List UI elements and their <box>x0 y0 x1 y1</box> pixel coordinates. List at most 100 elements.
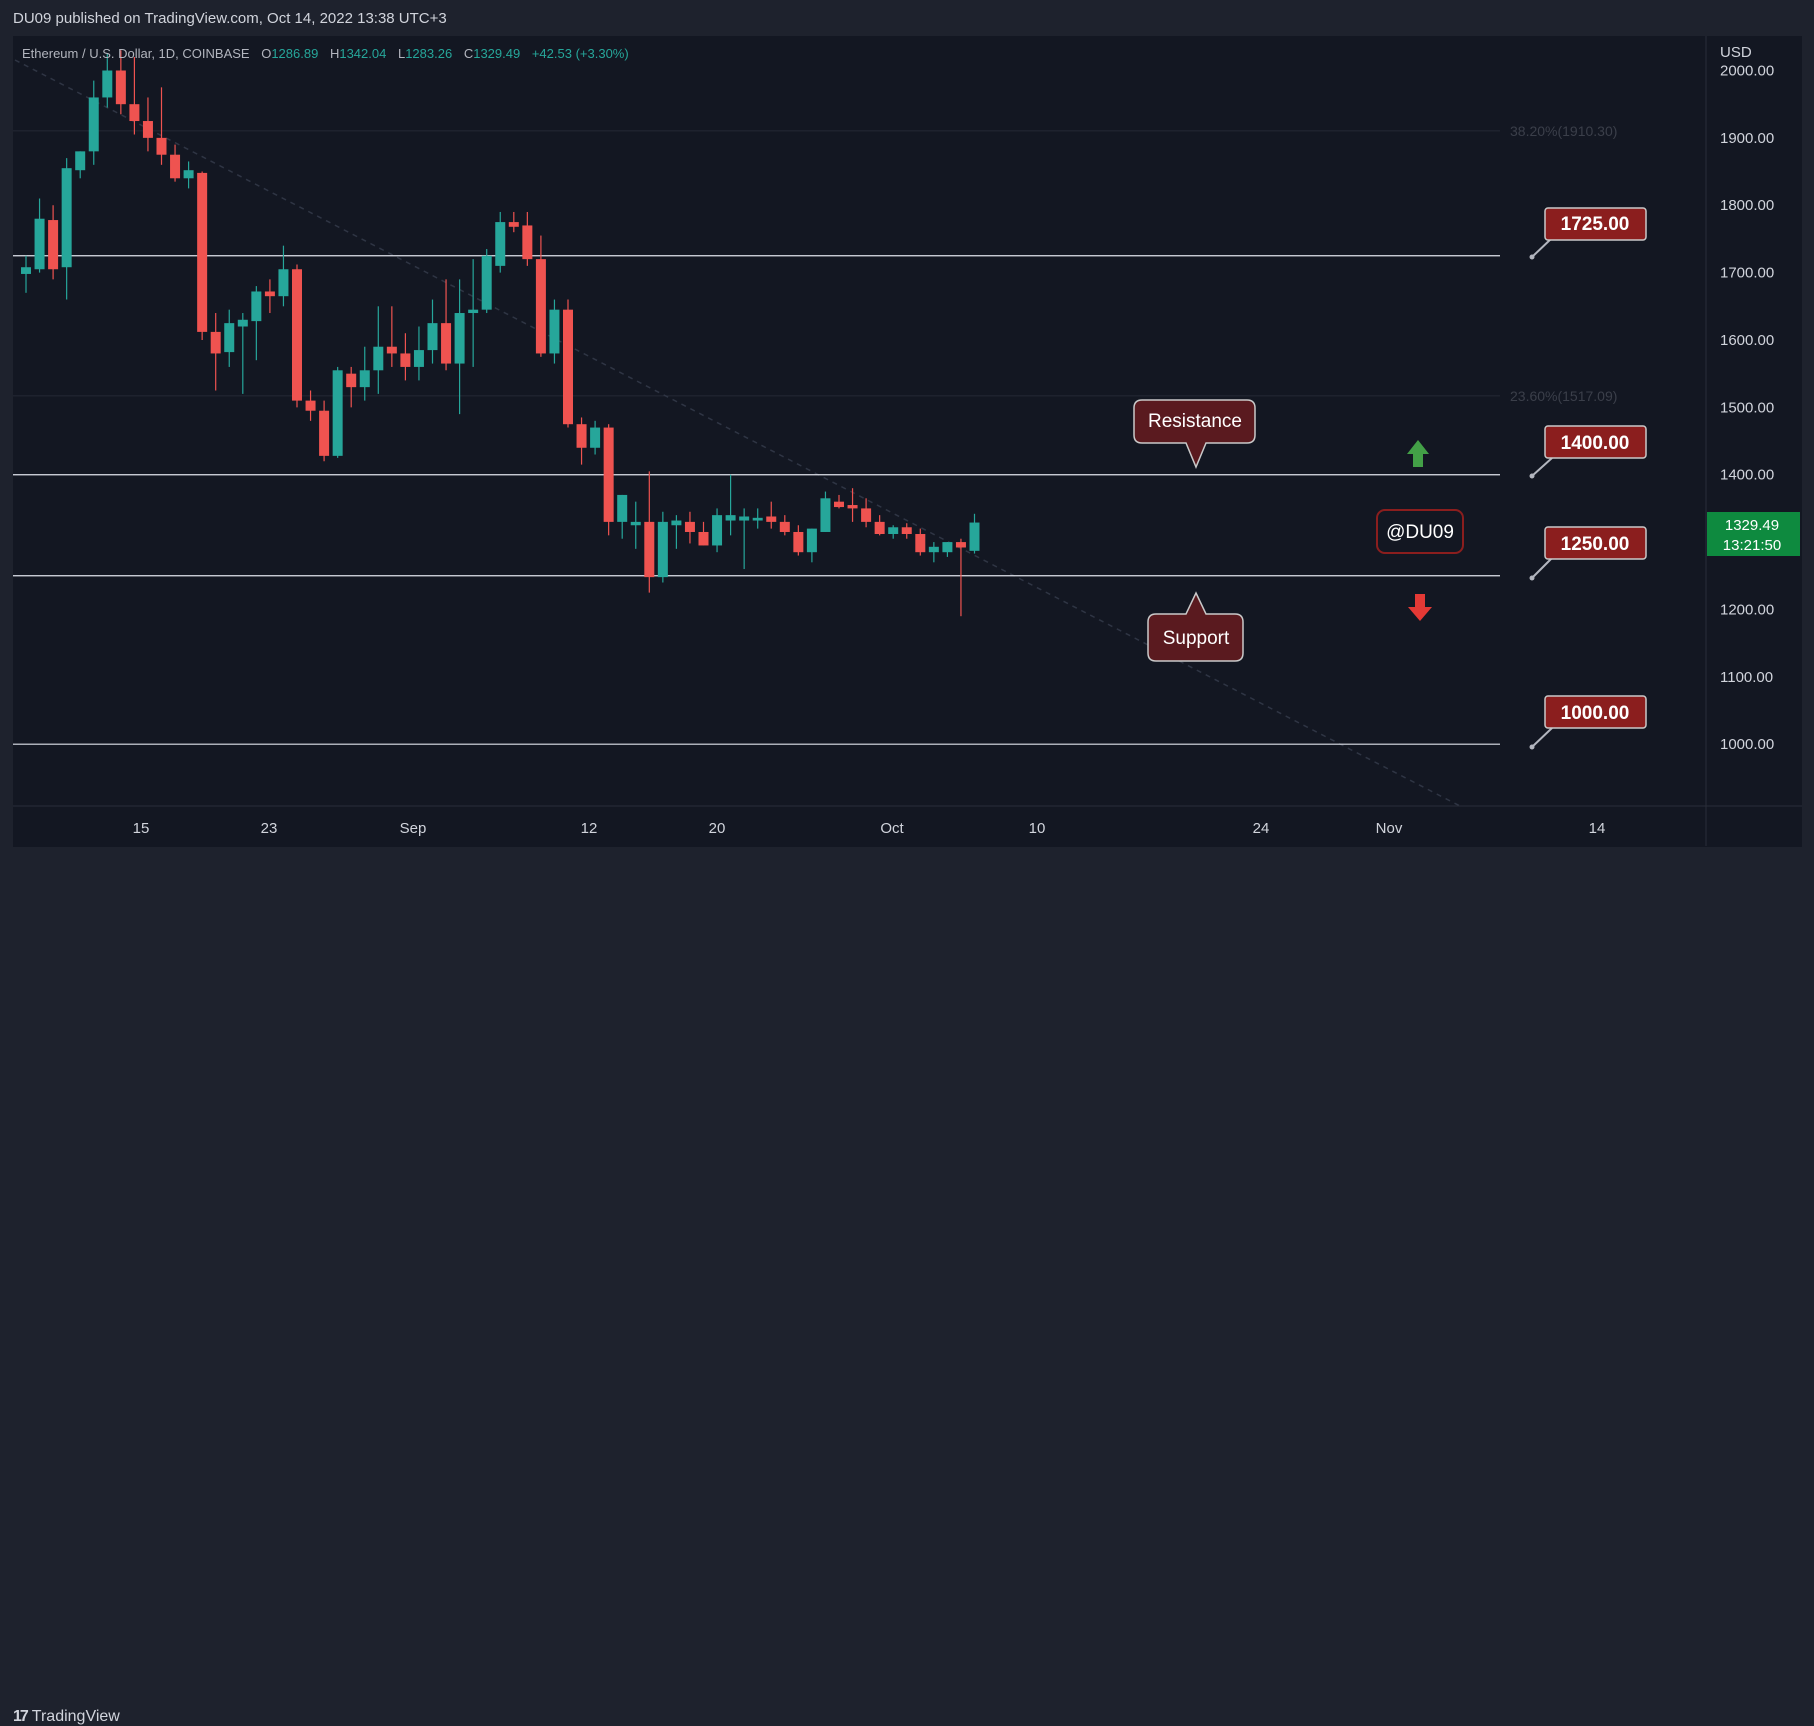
fib-label-0: 38.20%(1910.30) <box>1510 123 1617 139</box>
price-tick-label: 1600.00 <box>1720 332 1774 349</box>
candle-69 <box>955 538 966 617</box>
time-tick-label: 12 <box>581 820 598 837</box>
candle-48 <box>671 515 682 549</box>
tradingview-logo[interactable]: 17 TradingView <box>13 1708 120 1726</box>
level-label-1000-text: 1000.00 <box>1561 703 1630 724</box>
candle-9 <box>142 97 153 152</box>
candle-body <box>563 309 573 425</box>
candle-41 <box>576 417 587 465</box>
candle-3 <box>61 158 72 300</box>
candle-64 <box>888 525 899 539</box>
candle-6 <box>102 53 113 108</box>
candle-18 <box>264 279 275 314</box>
candle-body <box>373 346 384 371</box>
candle-body <box>888 527 899 535</box>
candle-body <box>915 534 926 553</box>
candle-body <box>183 170 194 179</box>
candle-68 <box>942 542 953 557</box>
candle-0 <box>21 255 31 293</box>
price-tick-label: 1200.00 <box>1720 601 1774 618</box>
candle-body <box>969 522 980 551</box>
candle-body <box>576 424 587 448</box>
candle-body <box>657 521 668 578</box>
candle-body <box>522 225 533 260</box>
legend-close-label: C <box>464 46 473 61</box>
candle-17 <box>251 286 262 361</box>
candle-67 <box>928 542 939 563</box>
candle-body <box>359 370 370 388</box>
candle-33 <box>468 259 479 367</box>
candle-30 <box>427 299 438 364</box>
candle-body <box>806 528 817 553</box>
legend-change: +42.53 (+3.30%) <box>532 46 629 61</box>
candle-2 <box>48 205 59 280</box>
candle-body <box>305 400 316 411</box>
candle-7 <box>115 50 126 115</box>
candle-body <box>603 427 614 522</box>
candle-35 <box>495 211 506 273</box>
candle-15 <box>224 309 235 367</box>
fibonacci-levels: 38.20%(1910.30) 23.60%(1517.09) <box>13 123 1617 404</box>
price-chart[interactable]: 38.20%(1910.30) 23.60%(1517.09) USD 2000.… <box>0 0 1814 892</box>
candle-body <box>955 542 966 548</box>
author-tag-text: @DU09 <box>1386 522 1454 543</box>
candle-body <box>88 97 99 152</box>
candle-28 <box>400 333 411 381</box>
price-tick-label: 1800.00 <box>1720 197 1774 214</box>
candle-37 <box>522 211 533 266</box>
candle-25 <box>359 346 370 401</box>
candle-32 <box>454 279 465 415</box>
candle-body <box>48 220 59 270</box>
candle-14 <box>210 313 221 391</box>
candle-20 <box>292 264 302 408</box>
price-tick-label: 1500.00 <box>1720 399 1774 416</box>
candle-body <box>874 521 885 535</box>
candle-body <box>441 323 452 364</box>
trendline <box>14 59 1461 807</box>
candle-61 <box>847 488 858 522</box>
candle-29 <box>413 326 424 381</box>
candle-body <box>820 498 831 532</box>
candle-70 <box>969 513 980 554</box>
candle-body <box>386 346 397 354</box>
author-tag[interactable]: @DU09 <box>1376 509 1464 554</box>
price-tick-label: 1900.00 <box>1720 130 1774 147</box>
legend-low-label: L <box>398 46 405 61</box>
level-label-1250[interactable]: 1250.00 <box>1529 526 1647 581</box>
candle-47 <box>657 511 668 583</box>
candle-65 <box>901 523 912 539</box>
candle-body <box>251 291 262 322</box>
candle-body <box>725 515 736 521</box>
candle-body <box>319 410 330 456</box>
publish-header: DU09 published on TradingView.com, Oct 1… <box>0 0 1814 38</box>
candle-23 <box>332 366 343 458</box>
level-label-1400[interactable]: 1400.00 <box>1529 425 1647 479</box>
candle-body <box>454 313 465 364</box>
up-arrow-icon <box>1407 440 1429 467</box>
time-tick-label: Nov <box>1376 820 1403 837</box>
resistance-callout[interactable]: Resistance <box>1133 399 1256 469</box>
level-label-1000[interactable]: 1000.00 <box>1529 695 1647 750</box>
candle-12 <box>183 161 194 189</box>
candle-5 <box>88 80 99 165</box>
candle-13 <box>197 171 208 340</box>
level-label-1725[interactable]: 1725.00 <box>1529 207 1647 260</box>
candle-24 <box>346 366 357 408</box>
time-tick-label: 15 <box>133 820 150 837</box>
candle-body <box>684 521 695 532</box>
chart-legend: Ethereum / U.S. Dollar, 1D, COINBASE O12… <box>22 46 629 61</box>
candle-body <box>224 323 235 353</box>
support-callout[interactable]: Support <box>1147 591 1244 662</box>
time-tick-label: 14 <box>1589 820 1606 837</box>
candle-body <box>793 531 804 553</box>
fib-label-1: 23.60%(1517.09) <box>1510 388 1617 404</box>
candle-16 <box>237 313 248 394</box>
candle-body <box>901 527 912 535</box>
support-label: Support <box>1163 628 1230 649</box>
candle-body <box>197 172 208 332</box>
currency-label: USD <box>1720 44 1752 61</box>
candle-body <box>739 516 750 521</box>
tradingview-logo-icon: 17 <box>13 1708 29 1725</box>
candle-56 <box>779 515 790 536</box>
candle-body <box>671 520 682 526</box>
